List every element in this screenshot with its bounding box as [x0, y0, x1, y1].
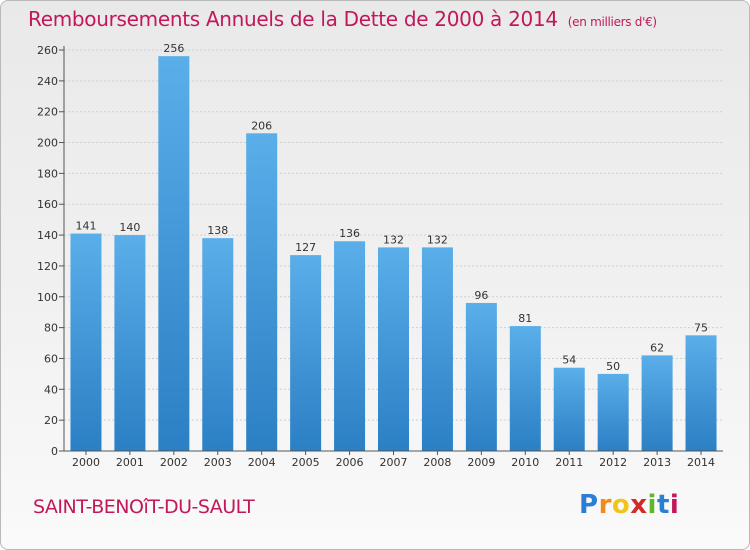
chart-title-text: Remboursements Annuels de la Dette de 20…	[28, 7, 558, 31]
x-tick-label-2009: 2009	[467, 456, 495, 469]
y-tick-label: 220	[37, 106, 58, 119]
bar-2001	[114, 235, 146, 451]
bar-2004	[246, 133, 278, 452]
bar-2003	[202, 238, 234, 451]
axes: 0 20 40 60 80 100 120 140 160 180 200 220 240 260 2000…	[37, 44, 723, 469]
x-tick-label-2010: 2010	[511, 456, 539, 469]
y-tick-label: 240	[37, 75, 58, 88]
y-tick-label: 20	[44, 414, 58, 427]
data-label-2011: 54	[562, 354, 576, 367]
data-label-2000: 141	[75, 220, 96, 233]
labels: 141 140 256 138 206 127 136 132 132 96 81 54 50 62 75	[75, 42, 708, 373]
x-tick-label-2013: 2013	[643, 456, 671, 469]
data-label-2001: 140	[119, 221, 140, 234]
y-tick-label: 260	[37, 44, 58, 57]
data-label-2006: 136	[339, 227, 360, 240]
commune-name: SAINT-BENOîT-DU-SAULT	[33, 496, 255, 518]
data-label-2005: 127	[295, 241, 316, 254]
y-tick-label: 200	[37, 137, 58, 150]
x-tick-label-2000: 2000	[72, 456, 100, 469]
x-tick-label-2006: 2006	[336, 456, 364, 469]
data-label-2013: 62	[650, 341, 664, 354]
data-label-2008: 132	[427, 233, 448, 246]
logo-letter: x	[630, 490, 648, 520]
data-label-2010: 81	[518, 312, 532, 325]
data-label-2014: 75	[694, 321, 708, 334]
y-tick-label: 140	[37, 229, 58, 242]
x-tick-label-2002: 2002	[160, 456, 188, 469]
x-tick-label-2004: 2004	[248, 456, 276, 469]
bar-2006	[334, 241, 366, 451]
y-tick-label: 180	[37, 167, 58, 180]
chart-title: Remboursements Annuels de la Dette de 20…	[28, 7, 657, 31]
bar-2012	[597, 373, 629, 451]
bar-2011	[553, 367, 585, 451]
proxiti-logo[interactable]: Proxiti	[579, 490, 679, 520]
y-tick-label: 160	[37, 198, 58, 211]
bar-2000	[70, 233, 102, 451]
logo-letter: o	[611, 490, 631, 520]
x-tick-label-2005: 2005	[292, 456, 320, 469]
bar-2010	[509, 326, 541, 451]
x-tick-label-2014: 2014	[687, 456, 715, 469]
logo-letter: i	[647, 490, 657, 520]
logo-letter: P	[579, 490, 599, 520]
chart-subtitle: (en milliers d'€)	[567, 15, 657, 29]
x-tick-label-2011: 2011	[555, 456, 583, 469]
y-tick-label: 60	[44, 352, 58, 365]
y-tick-label: 100	[37, 291, 58, 304]
x-tick-label-2008: 2008	[423, 456, 451, 469]
bar-2013	[641, 355, 673, 451]
y-tick-label: 0	[51, 445, 58, 458]
bar-2009	[465, 302, 497, 451]
bar-2008	[421, 247, 453, 451]
y-tick-label: 80	[44, 322, 58, 335]
data-label-2007: 132	[383, 233, 404, 246]
x-tick-label-2012: 2012	[599, 456, 627, 469]
logo-letter: t	[656, 490, 670, 520]
logo-letter: r	[598, 490, 612, 520]
data-label-2009: 96	[474, 289, 488, 302]
data-label-2012: 50	[606, 360, 620, 373]
bar-2002	[158, 56, 190, 452]
x-tick-label-2003: 2003	[204, 456, 232, 469]
bar-2007	[378, 247, 409, 451]
bar-2005	[290, 255, 322, 451]
bars	[70, 56, 717, 452]
bar-2014	[685, 335, 717, 451]
data-label-2004: 206	[251, 119, 272, 132]
data-label-2003: 138	[207, 224, 228, 237]
data-label-2002: 256	[163, 42, 184, 55]
x-tick-label-2007: 2007	[380, 456, 408, 469]
y-tick-label: 120	[37, 260, 58, 273]
logo-letter: i	[669, 490, 680, 520]
y-tick-label: 40	[44, 383, 58, 396]
x-tick-label-2001: 2001	[116, 456, 144, 469]
